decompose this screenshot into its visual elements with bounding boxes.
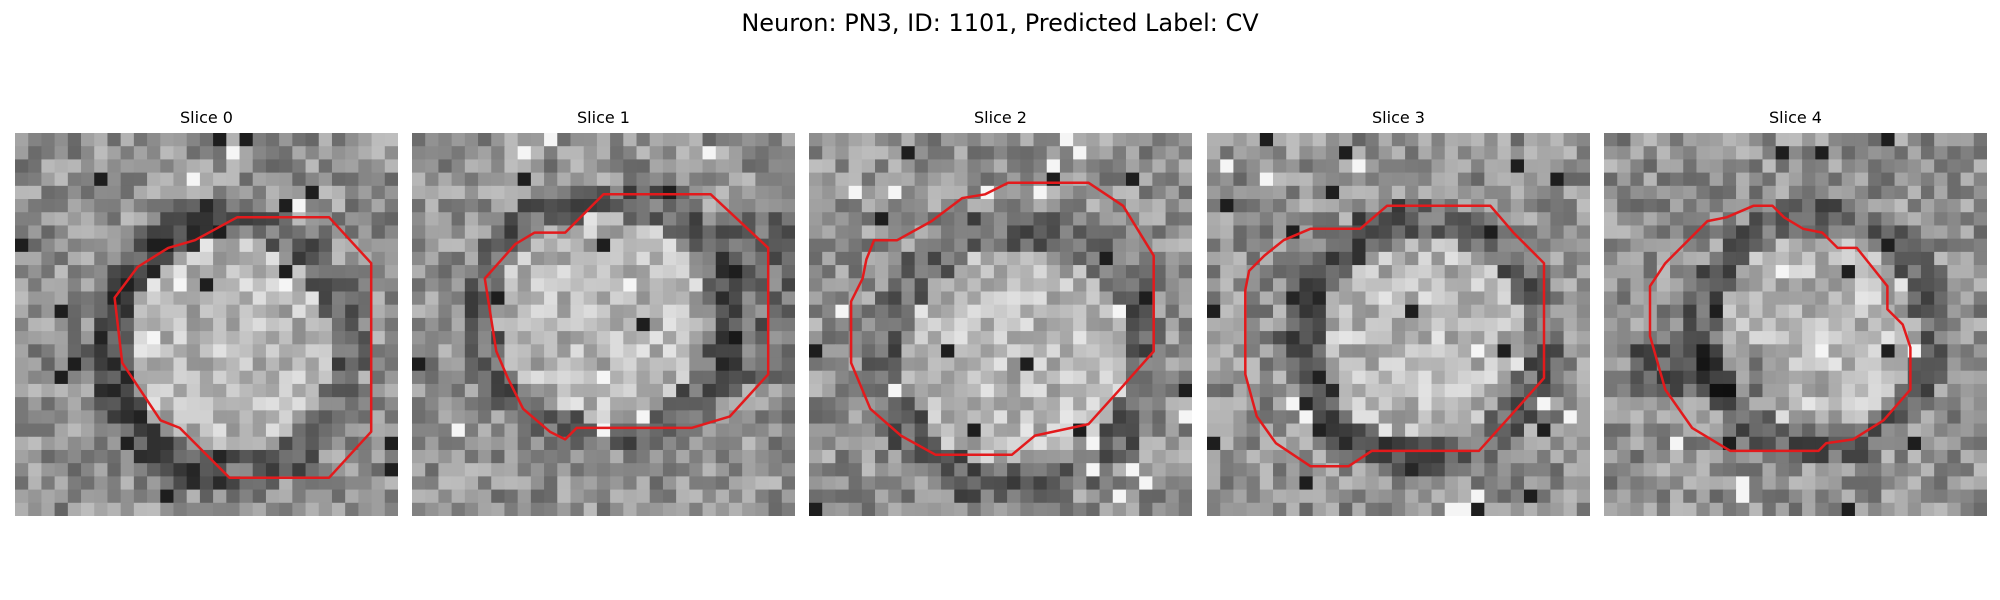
slice-image-3 [1207,133,1590,516]
slice-title-2: Slice 2 [974,108,1027,127]
predicted-contour [849,181,1155,456]
slice-title-4: Slice 4 [1769,108,1822,127]
predicted-contour [113,216,373,479]
slice-image-2 [809,133,1192,516]
slice-image-0 [15,133,398,516]
slice-image-1 [412,133,795,516]
figure-title: Neuron: PN3, ID: 1101, Predicted Label: … [741,9,1259,37]
predicted-contour [483,193,770,441]
slice-title-0: Slice 0 [180,108,233,127]
predicted-contour [1244,204,1546,468]
slice-title-1: Slice 1 [577,108,630,127]
slice-title-3: Slice 3 [1372,108,1425,127]
predicted-contour [1648,204,1912,453]
slice-image-4 [1604,133,1987,516]
